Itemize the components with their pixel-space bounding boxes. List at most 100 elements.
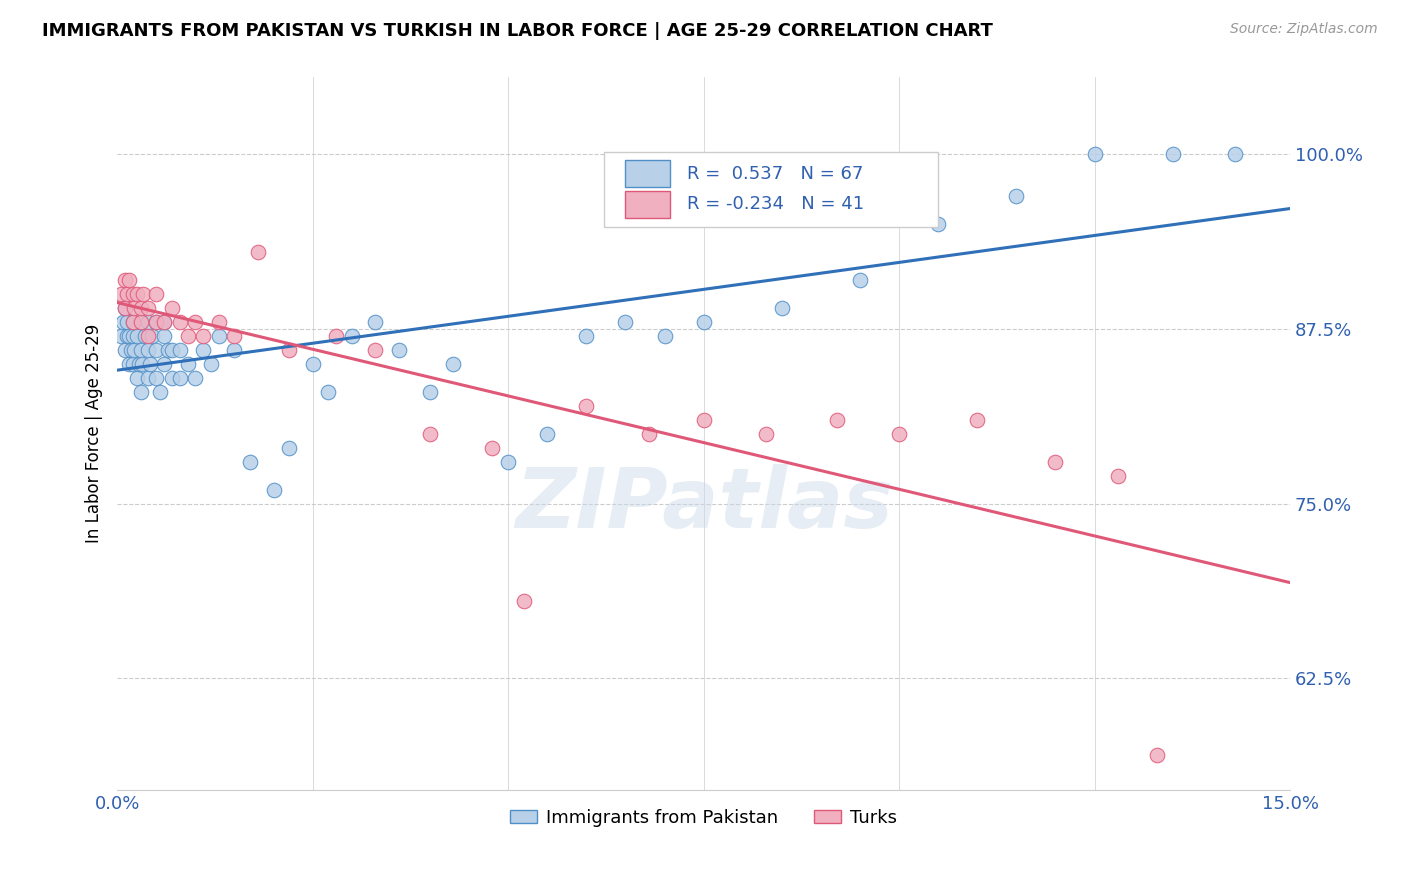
Point (224, 343, 246, 357)
Point (513, 594, 536, 608)
Point (692, 315, 714, 329)
Point (117, 287, 139, 301)
Point (169, 371, 191, 385)
Point (849, 273, 872, 287)
Point (149, 384, 172, 399)
Point (770, 301, 793, 315)
Point (755, 426, 778, 441)
Point (120, 343, 142, 357)
Point (114, 273, 136, 287)
Point (138, 301, 160, 315)
Point (160, 301, 183, 315)
Point (141, 329, 163, 343)
Point (184, 371, 207, 385)
Point (176, 329, 198, 343)
Point (138, 371, 160, 385)
Text: IMMIGRANTS FROM PAKISTAN VS TURKISH IN LABOR FORCE | AGE 25-29 CORRELATION CHART: IMMIGRANTS FROM PAKISTAN VS TURKISH IN L… (42, 22, 993, 40)
Text: Source: ZipAtlas.com: Source: ZipAtlas.com (1230, 22, 1378, 37)
Point (419, 384, 441, 399)
Point (145, 371, 167, 385)
Point (966, 413, 988, 427)
Point (145, 315, 167, 329)
Y-axis label: In Labor Force | Age 25-29: In Labor Force | Age 25-29 (86, 324, 103, 543)
Point (129, 343, 152, 357)
Point (481, 441, 503, 455)
Point (169, 315, 191, 329)
Point (121, 315, 143, 329)
Point (118, 357, 141, 371)
Bar (626, 160, 669, 187)
FancyBboxPatch shape (605, 153, 938, 227)
Point (145, 287, 167, 301)
Point (125, 329, 148, 343)
Point (278, 441, 301, 455)
Point (1083, 147, 1105, 161)
Point (638, 426, 661, 441)
Point (138, 329, 160, 343)
Point (316, 384, 339, 399)
Point (927, 217, 949, 231)
Point (364, 343, 387, 357)
Point (193, 343, 215, 357)
Legend: Immigrants from Pakistan, Turks: Immigrants from Pakistan, Turks (503, 802, 904, 834)
Point (364, 315, 387, 329)
Point (129, 315, 152, 329)
Point (124, 343, 146, 357)
Point (160, 343, 183, 357)
Point (575, 329, 598, 343)
Point (614, 315, 637, 329)
Point (128, 357, 150, 371)
Point (169, 343, 191, 357)
Point (1225, 147, 1247, 161)
Text: R = -0.234   N = 41: R = -0.234 N = 41 (688, 195, 865, 213)
Point (654, 329, 676, 343)
Point (575, 399, 598, 413)
Text: R =  0.537   N = 67: R = 0.537 N = 67 (688, 165, 863, 183)
Point (224, 329, 246, 343)
Point (129, 384, 152, 399)
Point (145, 343, 167, 357)
Point (419, 426, 441, 441)
Point (115, 329, 138, 343)
Point (1107, 468, 1129, 483)
Point (278, 343, 301, 357)
Point (138, 343, 160, 357)
Point (1161, 147, 1184, 161)
Point (114, 301, 136, 315)
Point (184, 315, 207, 329)
Point (112, 315, 135, 329)
Point (132, 287, 155, 301)
Point (129, 301, 152, 315)
Point (114, 301, 136, 315)
Point (246, 245, 269, 260)
Point (388, 343, 411, 357)
Point (131, 357, 153, 371)
Point (176, 357, 198, 371)
Point (153, 357, 176, 371)
Point (121, 287, 143, 301)
Point (153, 315, 176, 329)
Point (208, 315, 231, 329)
Point (121, 315, 143, 329)
Point (138, 315, 160, 329)
Point (496, 455, 519, 469)
Point (117, 315, 139, 329)
Point (1045, 455, 1067, 469)
Point (208, 329, 231, 343)
Bar (626, 191, 669, 218)
Point (887, 426, 910, 441)
Point (160, 371, 183, 385)
Point (110, 329, 132, 343)
Point (441, 357, 464, 371)
Point (325, 329, 347, 343)
Point (153, 315, 176, 329)
Point (125, 287, 148, 301)
Point (134, 329, 156, 343)
Point (263, 483, 285, 497)
Point (200, 357, 222, 371)
Point (129, 315, 152, 329)
Point (110, 287, 132, 301)
Point (1005, 189, 1028, 203)
Point (239, 455, 262, 469)
Point (145, 315, 167, 329)
